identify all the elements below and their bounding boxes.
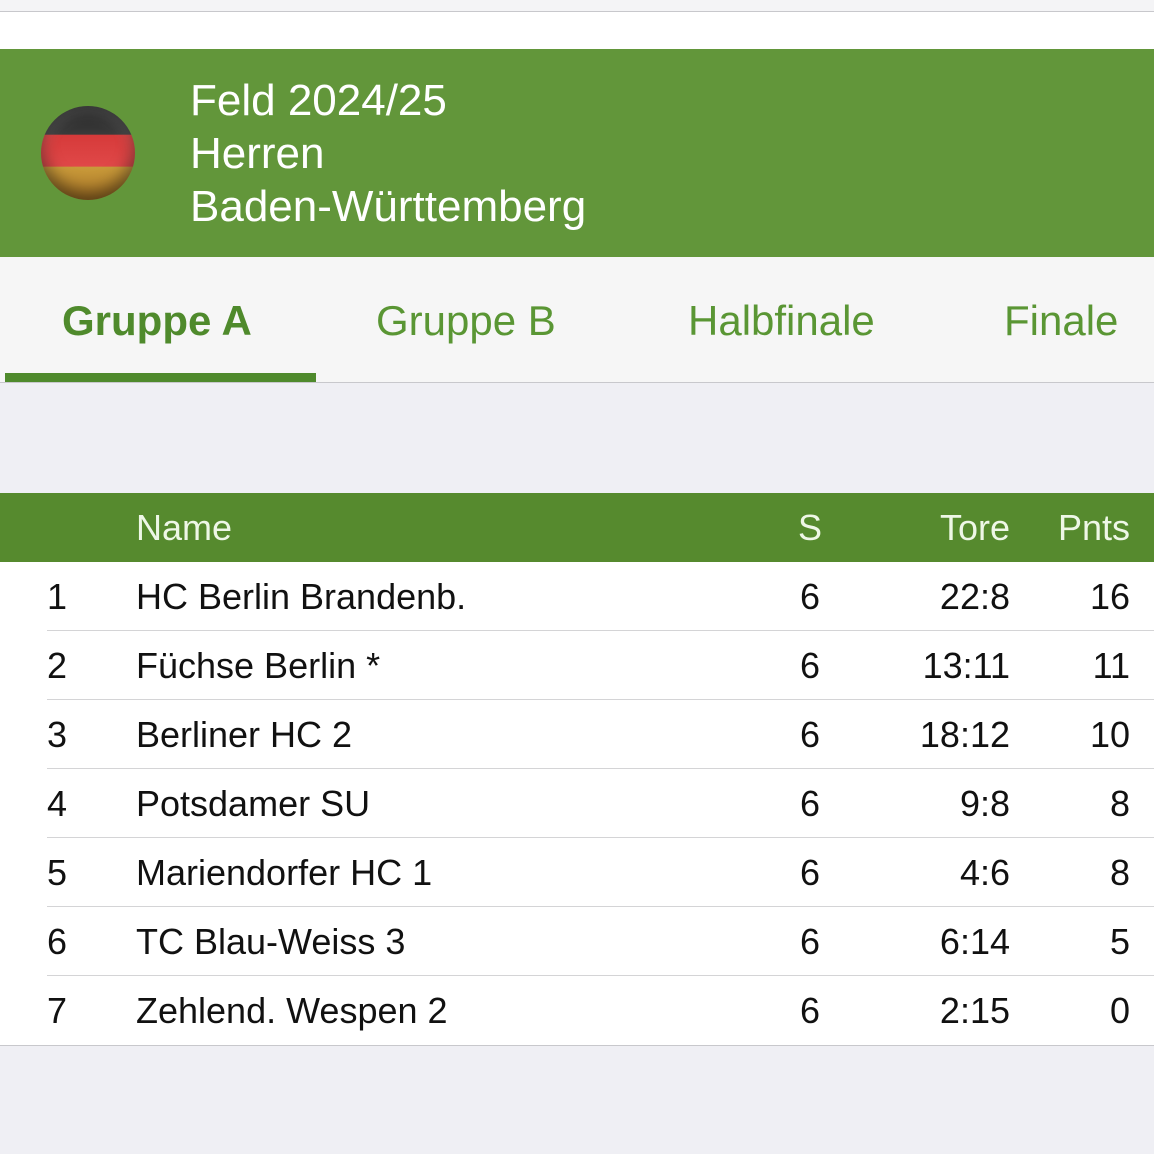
column-tore: Tore <box>939 507 1010 548</box>
games-cell: 6 <box>799 714 821 755</box>
team-name: Füchse Berlin * <box>136 645 381 686</box>
rank-cell: 3 <box>47 714 68 755</box>
column-s: S <box>797 507 822 548</box>
column-pnts: Pnts <box>1057 507 1130 548</box>
rank-cell: 6 <box>47 921 68 962</box>
category: Herren <box>190 129 325 178</box>
points-cell: 10 <box>1089 714 1130 755</box>
tab-gruppe-b[interactable]: Gruppe B <box>376 297 556 344</box>
rank-cell: 7 <box>47 990 68 1031</box>
goals-cell: 13:11 <box>922 645 1010 686</box>
team-name: Mariendorfer HC 1 <box>136 852 433 893</box>
games-cell: 6 <box>799 852 821 893</box>
points-cell: 5 <box>1109 921 1130 962</box>
league-header <box>0 49 1154 257</box>
games-cell: 6 <box>799 783 821 824</box>
rank-cell: 5 <box>47 852 68 893</box>
games-cell: 6 <box>799 645 821 686</box>
region: Baden-Württemberg <box>190 182 587 231</box>
season: Feld 2024/25 <box>190 76 447 125</box>
top-bar <box>0 0 1154 12</box>
table-row[interactable]: 5 Mariendorfer HC 1 6 4:6 8 <box>0 838 1154 907</box>
points-cell: 0 <box>1109 990 1130 1031</box>
goals-cell: 18:12 <box>919 714 1010 755</box>
goals-cell: 6:14 <box>939 921 1010 962</box>
table-header: Name S Tore Pnts <box>0 493 1154 562</box>
points-cell: 16 <box>1089 576 1130 617</box>
goals-cell: 2:15 <box>939 990 1010 1031</box>
germany-flag-icon <box>41 106 135 200</box>
table-row[interactable]: 3 Berliner HC 2 6 18:12 10 <box>0 700 1154 769</box>
points-cell: 11 <box>1092 645 1130 686</box>
table-row[interactable]: 2 Füchse Berlin * 6 13:11 11 <box>0 631 1154 700</box>
games-cell: 6 <box>799 990 821 1031</box>
table-row[interactable]: 7 Zehlend. Wespen 2 6 2:15 0 <box>0 976 1154 1045</box>
points-cell: 8 <box>1109 852 1130 893</box>
team-name: Zehlend. Wespen 2 <box>136 990 448 1031</box>
points-cell: 8 <box>1109 783 1130 824</box>
spacer <box>0 12 1154 49</box>
goals-cell: 22:8 <box>939 576 1010 617</box>
tab-bar: Gruppe A Gruppe B Halbfinale Finale <box>0 257 1154 383</box>
active-tab-indicator <box>5 373 316 382</box>
table-row[interactable]: 1 HC Berlin Brandenb. 6 22:8 16 <box>0 562 1154 631</box>
games-cell: 6 <box>799 921 821 962</box>
tab-halbfinale[interactable]: Halbfinale <box>688 297 875 344</box>
league-title: Feld 2024/25 Herren Baden-Württemberg <box>190 74 586 233</box>
tab-gruppe-a[interactable]: Gruppe A <box>62 297 252 344</box>
table-row[interactable]: 6 TC Blau-Weiss 3 6 6:14 5 <box>0 907 1154 976</box>
team-name: Berliner HC 2 <box>136 714 353 755</box>
goals-cell: 4:6 <box>959 852 1010 893</box>
table-row[interactable]: 4 Potsdamer SU 6 9:8 8 <box>0 769 1154 838</box>
team-name: HC Berlin Brandenb. <box>136 576 467 617</box>
rank-cell: 1 <box>47 576 68 617</box>
tab-finale[interactable]: Finale <box>1004 297 1119 344</box>
goals-cell: 9:8 <box>959 783 1010 824</box>
team-name: TC Blau-Weiss 3 <box>136 921 406 962</box>
column-name: Name <box>136 507 233 548</box>
rank-cell: 2 <box>47 645 68 686</box>
team-name: Potsdamer SU <box>136 783 371 824</box>
games-cell: 6 <box>799 576 821 617</box>
standings-table: 1 HC Berlin Brandenb. 6 22:8 16 2 Füchse Berli… <box>0 562 1154 1046</box>
rank-cell: 4 <box>47 783 68 824</box>
